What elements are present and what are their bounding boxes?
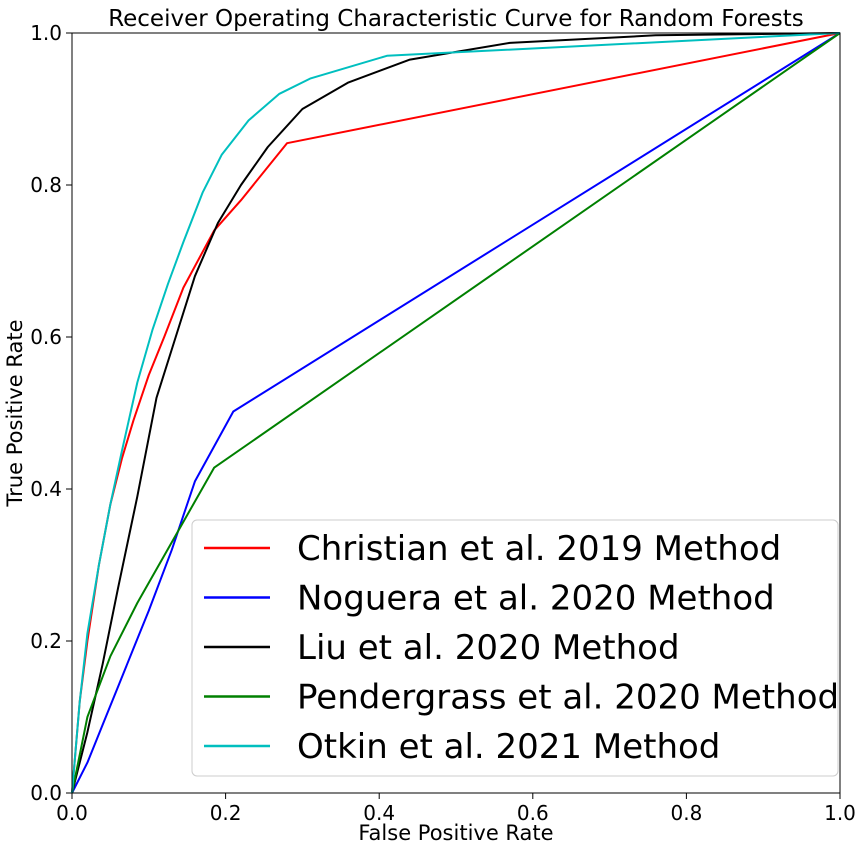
x-tick-label: 0.0: [56, 801, 88, 825]
y-tick-label: 0.4: [30, 477, 62, 501]
series-line-2: [71, 32, 841, 794]
legend-box: [191, 519, 839, 777]
y-tick-label: 0.6: [30, 325, 62, 349]
y-tick-label: 1.0: [30, 21, 62, 45]
legend-label: Liu et al. 2020 Method: [297, 628, 680, 668]
x-tick-label: 1.0: [824, 801, 856, 825]
legend-label: Otkin et al. 2021 Method: [297, 727, 720, 767]
legend-label: Noguera et al. 2020 Method: [297, 579, 775, 619]
y-axis-label: True Positive Rate: [3, 319, 27, 507]
y-tick-label: 0.0: [30, 781, 62, 805]
legend-label: Pendergrass et al. 2020 Method: [297, 678, 839, 718]
x-tick-label: 0.4: [363, 801, 395, 825]
series-lines: [71, 32, 841, 794]
legend-label: Christian et al. 2019 Method: [297, 529, 781, 569]
y-axis-ticks: 0.0 0.2 0.4 0.6 0.8 1.0: [30, 21, 72, 805]
legend: Christian et al. 2019 Method Noguera et a…: [191, 519, 839, 777]
series-line-5: [71, 32, 841, 794]
x-tick-label: 0.6: [517, 801, 549, 825]
y-tick-label: 0.2: [30, 629, 62, 653]
plot-frame: [71, 32, 841, 794]
x-tick-label: 0.8: [670, 801, 702, 825]
series-line-3: [71, 32, 841, 794]
y-tick-label: 0.8: [30, 173, 62, 197]
x-tick-label: 0.2: [210, 801, 242, 825]
x-axis-ticks: 0.0 0.2 0.4 0.6 0.8 1.0: [56, 793, 856, 825]
x-axis-label: False Positive Rate: [358, 821, 553, 845]
chart-title: Receiver Operating Characteristic Curve …: [108, 6, 804, 32]
series-line-4: [71, 32, 841, 794]
series-line-1: [71, 32, 841, 794]
